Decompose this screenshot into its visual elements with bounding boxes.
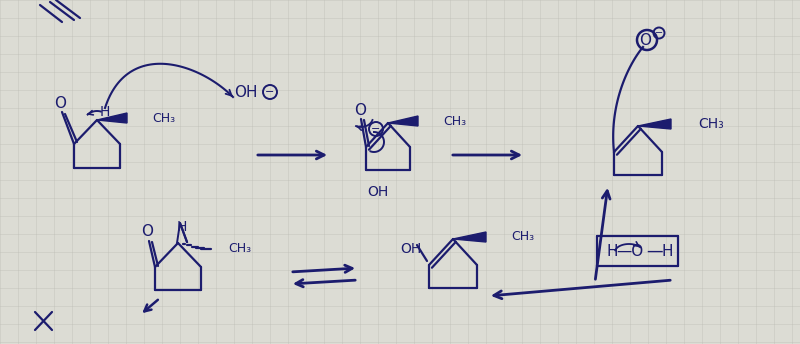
Text: O: O — [54, 96, 66, 110]
Text: −: − — [371, 124, 381, 134]
Text: —O: —O — [616, 245, 644, 259]
Polygon shape — [97, 113, 127, 123]
Text: CH₃: CH₃ — [228, 243, 251, 256]
Text: O: O — [141, 225, 153, 239]
Text: CH₃: CH₃ — [152, 111, 175, 125]
Text: −: − — [655, 28, 663, 38]
Polygon shape — [638, 119, 671, 129]
Text: O: O — [639, 32, 651, 47]
Text: —: — — [646, 242, 663, 260]
Text: H: H — [606, 245, 618, 259]
Polygon shape — [453, 232, 486, 242]
Text: OH: OH — [400, 242, 422, 256]
Polygon shape — [388, 116, 418, 126]
Text: O: O — [354, 103, 366, 118]
Text: H: H — [100, 105, 110, 119]
Text: CH₃: CH₃ — [511, 230, 534, 244]
Text: CH₃: CH₃ — [443, 115, 466, 128]
Text: OH: OH — [367, 185, 389, 199]
Text: −: − — [266, 87, 274, 97]
Text: CH₃: CH₃ — [698, 117, 724, 131]
Text: H: H — [662, 245, 673, 259]
Text: H: H — [177, 220, 187, 234]
Text: OH: OH — [234, 85, 258, 99]
